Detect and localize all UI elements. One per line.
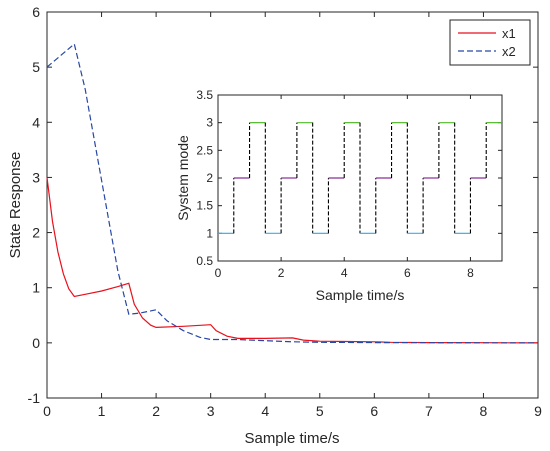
main-y-tick-label: 3	[32, 169, 40, 185]
main-x-tick-label: 1	[98, 403, 106, 419]
series-x1-line	[46, 177, 539, 344]
inset-x-tick-label: 2	[278, 266, 285, 280]
inset-y-tick-label: 2.5	[196, 143, 213, 157]
inset-y-tick-label: 2	[206, 171, 213, 185]
main-x-tick-label: 2	[152, 403, 160, 419]
main-y-tick-label: 2	[32, 225, 40, 241]
legend-x2-label: x2	[502, 44, 516, 59]
inset-x-tick-label: 6	[404, 266, 411, 280]
main-y-tick-label: 1	[32, 280, 40, 296]
inset-y-tick-label: 3.5	[196, 88, 213, 102]
main-x-tick-label: 7	[425, 403, 433, 419]
legend-x1-label: x1	[502, 26, 516, 41]
main-series	[46, 42, 539, 344]
inset-series	[218, 122, 502, 234]
main-y-tick-label: 4	[32, 114, 40, 130]
main-x-tick-label: 0	[43, 403, 51, 419]
inset-y-tick-label: 1.5	[196, 199, 213, 213]
series-x2-line	[46, 42, 539, 344]
main-y-axis-label: State Response	[7, 152, 24, 259]
inset-x-tick-label: 8	[467, 266, 474, 280]
inset-x-tick-label: 4	[341, 266, 348, 280]
inset-ticks: 0 2 4 6 8 0.5 1 1.5 2 2.5 3 3.5	[196, 88, 502, 280]
legend: x1 x2	[449, 19, 531, 66]
main-y-tick-label: 0	[32, 335, 40, 351]
main-y-tick-label: 6	[32, 4, 40, 20]
legend-box	[449, 19, 531, 66]
main-x-tick-label: 4	[261, 403, 269, 419]
main-y-tick-label: 5	[32, 59, 40, 75]
main-y-tick-label: -1	[28, 390, 41, 406]
main-x-tick-label: 5	[316, 403, 324, 419]
main-x-tick-label: 6	[370, 403, 378, 419]
main-x-tick-label: 9	[534, 403, 542, 419]
inset-y-tick-label: 3	[206, 116, 213, 130]
inset-y-axis-label: System mode	[175, 135, 191, 221]
inset-y-tick-label: 0.5	[196, 254, 213, 268]
main-x-tick-label: 3	[207, 403, 215, 419]
main-x-tick-label: 8	[480, 403, 488, 419]
inset-x-tick-label: 0	[215, 266, 222, 280]
main-x-axis-label: Sample time/s	[244, 430, 339, 447]
inset-y-tick-label: 1	[206, 226, 213, 240]
inset-x-axis-label: Sample time/s	[316, 287, 405, 303]
